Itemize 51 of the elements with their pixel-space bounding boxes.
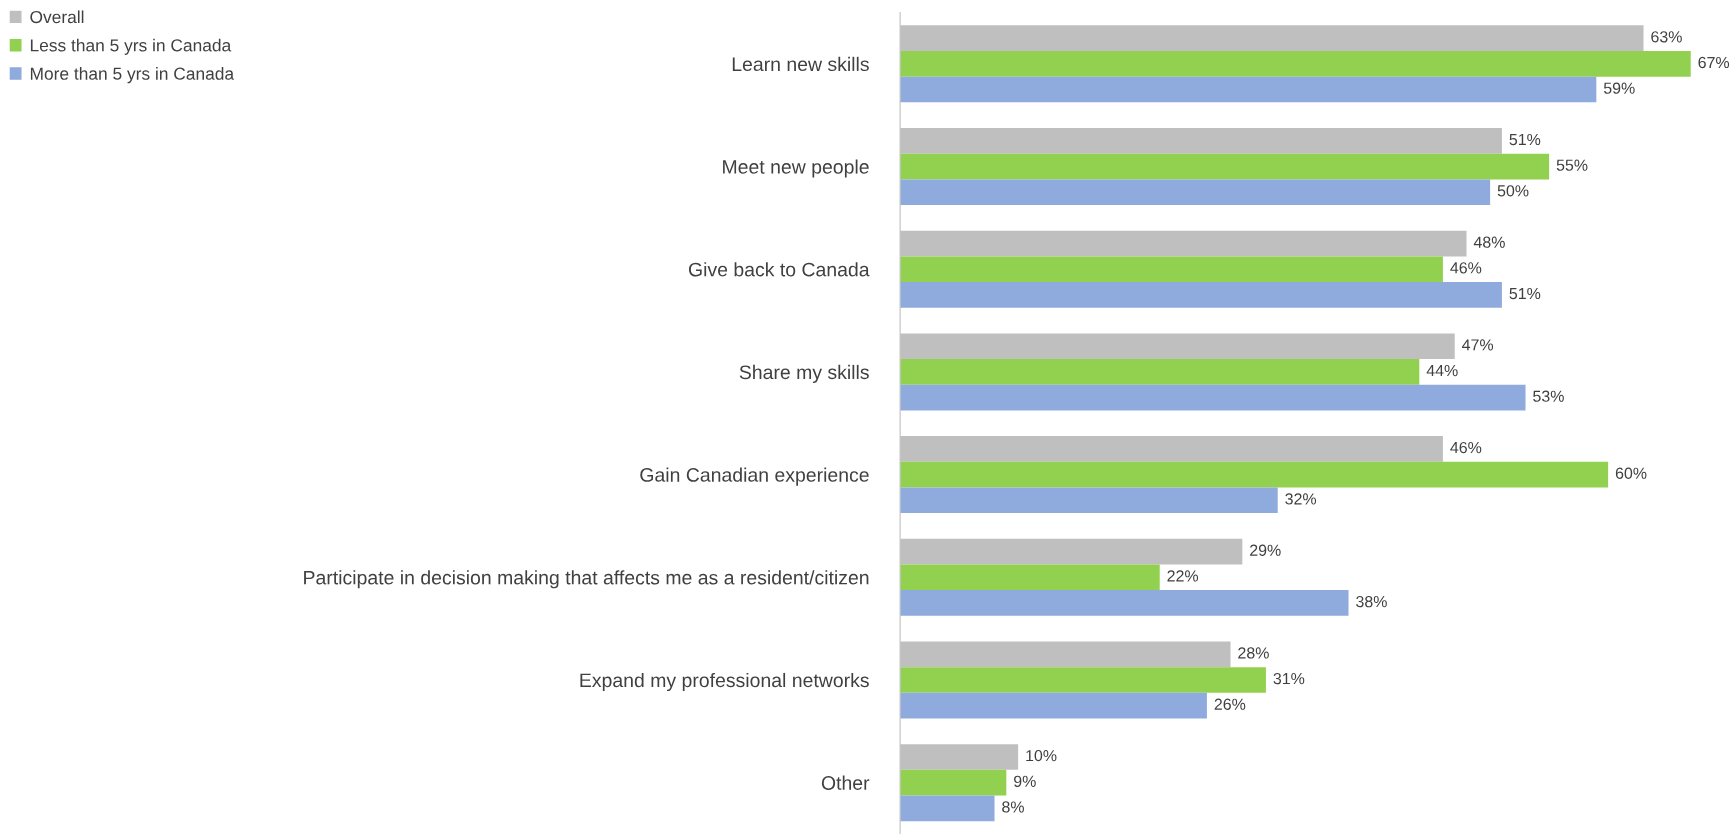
y-tick-label: Meet new people — [723, 159, 869, 178]
y-tick-label: Participate in decision making that affects me as a resident/citizen — [304, 570, 869, 589]
legend-label: More than 5 yrs in Canada — [30, 67, 235, 84]
data-label: 51% — [1509, 287, 1541, 300]
data-label: 46% — [1450, 441, 1482, 454]
y-tick-label: Learn new skills — [732, 56, 869, 72]
data-label: 59% — [1603, 82, 1635, 94]
bar — [900, 564, 1160, 591]
bar — [900, 359, 1420, 385]
y-tick-label: Gain Canadian experience — [640, 467, 869, 486]
bar — [900, 769, 1007, 796]
data-label: 8% — [1002, 801, 1024, 813]
data-label: 44% — [1426, 364, 1458, 377]
bar — [900, 256, 1443, 283]
bar — [900, 282, 1502, 308]
bar — [900, 76, 1597, 103]
bar — [900, 795, 995, 822]
y-tick-label: Share my skills — [739, 364, 869, 383]
y-tick-label: Expand my professional networks — [580, 672, 869, 692]
bar — [900, 153, 1550, 180]
data-label: 46% — [1450, 262, 1482, 274]
data-label: 55% — [1556, 159, 1588, 171]
bar — [900, 461, 1609, 488]
data-label: 28% — [1238, 647, 1269, 659]
y-tick-label: Other — [821, 775, 870, 790]
data-label: 63% — [1651, 31, 1682, 43]
data-label: 53% — [1533, 390, 1564, 402]
data-label: 48% — [1473, 236, 1505, 248]
data-label: 38% — [1356, 595, 1387, 608]
data-label: 67% — [1698, 56, 1730, 69]
bar — [900, 590, 1349, 616]
bar — [900, 692, 1207, 719]
y-tick-label: Give back to Canada — [688, 262, 870, 277]
legend-label: Overall — [30, 10, 84, 24]
data-label: 31% — [1273, 672, 1305, 685]
data-label: 26% — [1214, 698, 1246, 710]
bar — [900, 51, 1691, 77]
data-label: 9% — [1014, 775, 1036, 787]
legend-label: Less than 5 yrs in Canada — [30, 38, 232, 55]
data-label: 22% — [1167, 570, 1199, 582]
bar — [900, 179, 1491, 206]
data-label: 51% — [1509, 133, 1541, 146]
data-label: 10% — [1026, 749, 1057, 762]
data-label: 29% — [1250, 544, 1281, 556]
bar — [900, 384, 1526, 411]
data-label: 50% — [1497, 185, 1529, 197]
bar — [900, 487, 1278, 514]
data-label: 47% — [1462, 339, 1494, 351]
data-label: 32% — [1285, 493, 1317, 505]
data-label: 60% — [1615, 467, 1647, 479]
bar — [900, 667, 1266, 693]
